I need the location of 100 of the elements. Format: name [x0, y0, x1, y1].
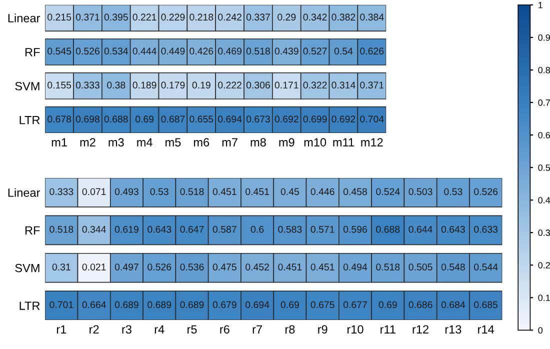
data-label: 0.596	[343, 226, 367, 233]
color-bar-label: 1	[538, 2, 542, 8]
data-label: 0.439	[274, 48, 298, 55]
data-label: 0.426	[190, 48, 214, 55]
data-label: 0.449	[161, 48, 185, 55]
data-label: 0.221	[132, 14, 156, 21]
data-label: 0.526	[76, 48, 100, 55]
data-label: 0.451	[212, 188, 236, 196]
data-label: 0.179	[161, 82, 185, 89]
data-label: 0.371	[360, 82, 384, 89]
data-label: 0.664	[82, 301, 106, 308]
color-bar-label: 0.8	[538, 66, 550, 74]
data-label: 0.518	[246, 48, 270, 55]
color-bar-label: 0.5	[538, 164, 550, 171]
data-label: 0.458	[343, 188, 367, 196]
data-label: 0.694	[218, 116, 242, 123]
data-label: 0.31	[52, 264, 70, 270]
data-label: 0.701	[50, 301, 74, 308]
data-label: 0.342	[303, 14, 327, 21]
x-tick-label: m10	[304, 138, 326, 146]
data-label: 0.688	[376, 226, 400, 233]
data-label: 0.444	[132, 48, 156, 55]
data-label: 0.69	[280, 301, 299, 308]
data-label: 0.643	[148, 226, 172, 233]
x-tick-label: r8	[285, 325, 295, 334]
data-label: 0.021	[82, 264, 106, 270]
data-label: 0.673	[246, 116, 270, 123]
data-label: 0.692	[332, 116, 356, 123]
data-label: 0.171	[274, 82, 298, 89]
data-label: 0.694	[246, 301, 270, 308]
data-label: 0.344	[82, 226, 106, 233]
data-label: 0.647	[180, 226, 204, 233]
data-label: 0.689	[148, 301, 172, 308]
data-label: 0.38	[107, 82, 126, 89]
data-label: 0.518	[180, 188, 204, 196]
data-label: 0.534	[104, 48, 128, 55]
color-bar-label: 0	[538, 327, 543, 334]
data-label: 0.384	[360, 14, 384, 21]
data-label: 0.545	[48, 48, 72, 55]
y-tick-label: RF	[25, 48, 40, 56]
data-label: 0.071	[82, 188, 106, 196]
data-label: 0.518	[376, 264, 400, 270]
x-tick-label: r13	[445, 325, 462, 334]
data-label: 0.583	[278, 226, 302, 233]
data-label: 0.306	[246, 82, 270, 89]
x-tick-label: m9	[279, 138, 294, 146]
data-label: 0.699	[303, 116, 327, 123]
data-label: 0.587	[212, 226, 236, 233]
data-label: 0.29	[278, 14, 296, 21]
x-tick-label: m1	[52, 138, 67, 146]
y-tick-label: LTR	[20, 302, 40, 310]
x-tick-label: r4	[154, 325, 164, 334]
data-label: 0.644	[408, 226, 432, 233]
data-label: 0.452	[246, 264, 269, 270]
x-tick-label: m5	[166, 138, 181, 146]
data-label: 0.643	[441, 226, 465, 233]
data-label: 0.524	[376, 188, 400, 196]
data-label: 0.626	[360, 48, 384, 55]
data-label: 0.475	[212, 264, 236, 270]
data-label: 0.229	[161, 14, 185, 21]
x-tick-label: r9	[318, 325, 328, 334]
data-label: 0.222	[218, 82, 242, 89]
data-label: 0.503	[408, 188, 432, 196]
x-tick-label: m12	[361, 138, 383, 146]
x-tick-label: r10	[347, 325, 364, 334]
data-label: 0.451	[310, 264, 334, 270]
color-bar-label: 0.7	[538, 99, 550, 106]
data-label: 0.69	[378, 301, 397, 308]
data-label: 0.526	[148, 264, 172, 270]
color-bar-label: 0.9	[538, 34, 550, 41]
color-bar-label: 0.4	[538, 197, 550, 204]
data-label: 0.685	[474, 301, 498, 308]
data-label: 0.333	[76, 82, 100, 89]
data-label: 0.6	[250, 226, 264, 233]
x-tick-label: r1	[56, 325, 66, 334]
data-label: 0.688	[104, 116, 128, 123]
data-label: 0.571	[310, 226, 334, 233]
data-label: 0.677	[343, 301, 367, 308]
data-label: 0.548	[441, 264, 465, 270]
data-label: 0.655	[190, 116, 214, 123]
data-label: 0.314	[332, 82, 356, 89]
data-label: 0.69	[135, 116, 154, 123]
x-tick-label: m4	[137, 138, 152, 146]
data-label: 0.45	[280, 188, 300, 196]
x-tick-label: r12	[412, 325, 428, 334]
data-label: 0.493	[114, 188, 138, 196]
y-tick-label: SVM	[15, 264, 40, 272]
x-tick-label: r14	[478, 325, 494, 334]
x-tick-label: m6	[194, 138, 210, 146]
data-label: 0.446	[310, 188, 334, 196]
data-label: 0.692	[274, 116, 298, 123]
data-label: 0.382	[332, 14, 356, 21]
data-label: 0.371	[76, 14, 100, 21]
data-label: 0.215	[48, 14, 72, 21]
data-label: 0.395	[104, 14, 128, 21]
data-label: 0.536	[180, 264, 204, 270]
color-bar-label: 0.2	[538, 262, 550, 268]
data-label: 0.333	[50, 188, 74, 196]
x-tick-label: r11	[380, 325, 396, 334]
x-tick-label: m8	[250, 138, 266, 146]
